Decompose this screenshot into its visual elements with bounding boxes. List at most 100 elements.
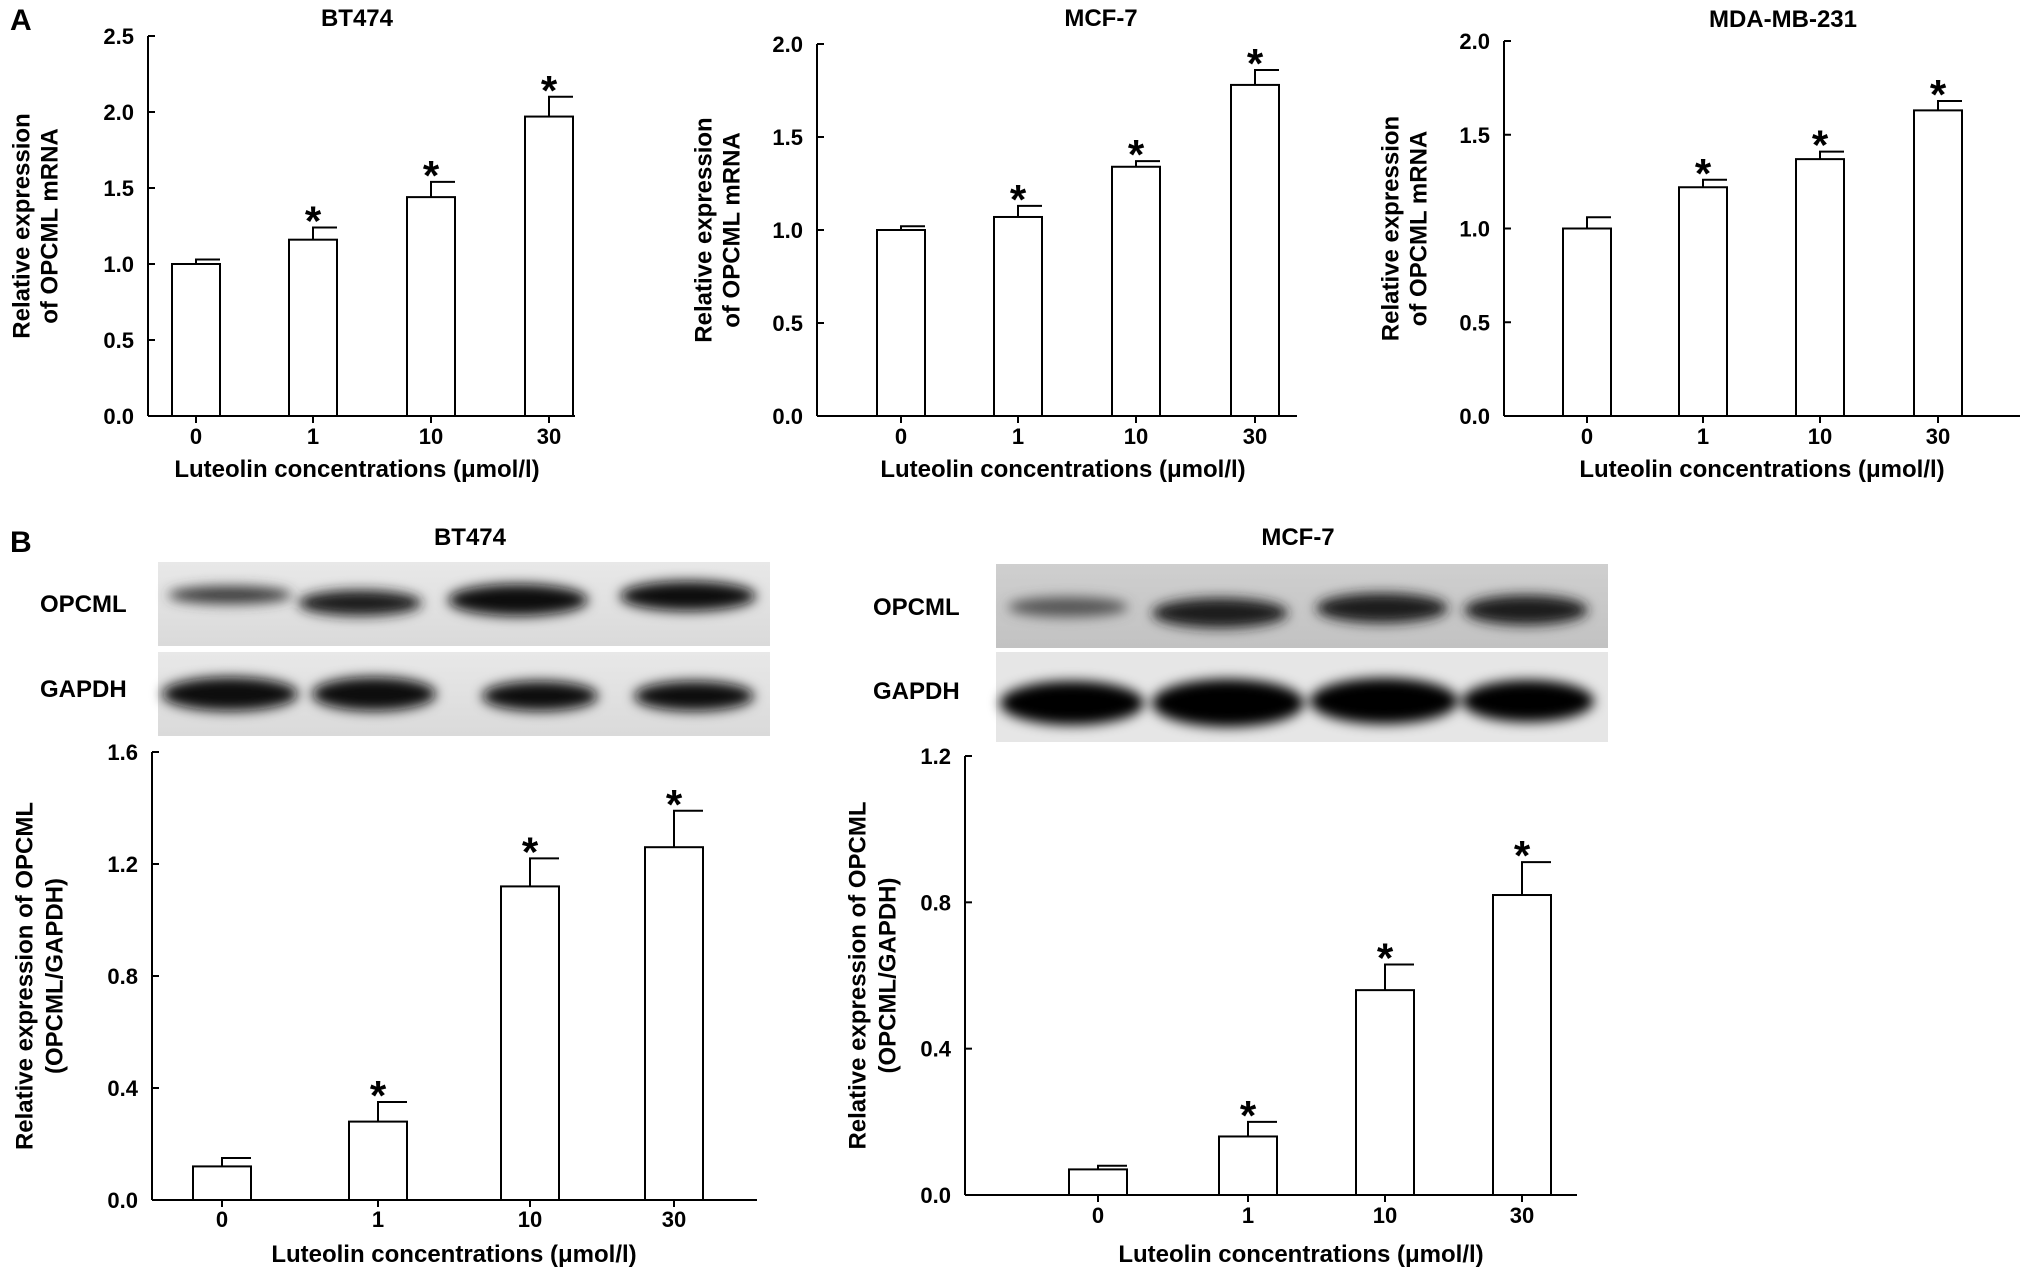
x-axis-label: Luteolin concentrations (μmol/l) [174,456,539,483]
band-gapdh-lane-4 [634,681,754,711]
bar [348,1120,408,1201]
y-axis-label: Relative expression of OPCML [845,801,872,1149]
chart-title: MCF-7 [1064,5,1137,32]
significance-marker: * [1247,40,1264,87]
band-gapdh-lane-3 [1310,678,1458,724]
chart-mcf7-mrna: MCF-7 0.0 0.5 1.0 1.5 2.0 Relative expression o… [691,5,1297,483]
y-axis-label: Relative expression of OPCML [12,802,39,1150]
bar [192,1165,252,1202]
y-tick-label: 1.0 [103,252,134,277]
bar [1795,158,1845,417]
x-tick-label: 1 [1697,424,1709,449]
x-tick-label: 30 [537,424,561,449]
significance-marker: * [1812,122,1829,169]
chart-title: MDA-MB-231 [1709,6,1857,33]
x-tick-label: 10 [1124,424,1148,449]
chart-mcf7-protein: 0.0 0.4 0.8 1.2 Relative expression of OPCML… [845,744,1577,1268]
y-axis-label: of OPCML mRNA [1406,131,1433,327]
significance-marker: * [423,152,440,199]
blot-bands [162,581,756,711]
x-tick-label: 1 [1242,1203,1254,1228]
blot-row-label-opcml: OPCML [873,594,960,621]
chart-bt474-mrna: BT474 0.0 0.5 1.0 1.5 2.0 2.5 Relative expressi… [9,5,575,483]
significance-marker: * [666,781,683,828]
chart-bt474-protein: 0.0 0.4 0.8 1.2 1.6 Relative expression of OP… [12,740,757,1268]
y-tick-label: 1.5 [103,176,134,201]
y-tick-label: 1.2 [107,852,138,877]
x-tick-label: 1 [372,1207,384,1232]
band-opcml-lane-1 [168,586,292,604]
x-axis-label: Luteolin concentrations (μmol/l) [880,456,1245,483]
band-opcml-lane-2 [1152,598,1288,628]
blot-row-label-opcml: OPCML [40,591,127,618]
y-tick-label: 1.5 [1459,123,1490,148]
y-axis-label: (OPCML/GAPDH) [875,878,902,1074]
bar [1218,1135,1278,1197]
x-tick-label: 0 [216,1207,228,1232]
significance-marker: * [1377,935,1394,982]
significance-marker: * [541,67,558,114]
x-tick-label: 0 [1092,1203,1104,1228]
x-axis-label: Luteolin concentrations (μmol/l) [271,1241,636,1268]
chart-mdamb231-mrna: MDA-MB-231 0.0 0.5 1.0 1.5 2.0 Relative expres… [1378,6,2020,483]
x-tick-label: 30 [1926,424,1950,449]
x-tick-label: 0 [895,424,907,449]
x-tick-label: 1 [307,424,319,449]
band-gapdh-lane-4 [1462,680,1594,722]
bar [1068,1168,1128,1197]
y-tick-label: 0.8 [107,964,138,989]
band-gapdh-lane-2 [312,677,436,711]
band-gapdh-lane-2 [1152,679,1304,727]
blot-bt474: BT474 OPCML GAPDH [40,524,770,736]
bar [524,115,574,417]
x-tick-label: 30 [662,1207,686,1232]
x-tick-label: 1 [1012,424,1024,449]
band-opcml-lane-4 [620,581,756,611]
bar [500,885,560,1202]
y-tick-label: 1.2 [920,744,951,769]
y-tick-label: 0.5 [1459,310,1490,335]
x-axis-label: Luteolin concentrations (μmol/l) [1118,1241,1483,1268]
y-tick-label: 1.0 [1459,217,1490,242]
y-tick-label: 0.8 [920,890,951,915]
x-tick-label: 30 [1243,424,1267,449]
band-opcml-lane-1 [1008,597,1128,617]
significance-marker: * [1930,71,1947,118]
band-opcml-lane-3 [448,584,588,616]
x-tick-label: 0 [190,424,202,449]
y-tick-label: 1.0 [772,218,803,243]
significance-marker: * [1514,832,1531,879]
bar [644,846,704,1201]
significance-marker: * [1010,176,1027,223]
blot-title: MCF-7 [1261,524,1334,551]
band-opcml-lane-2 [298,590,422,616]
significance-marker: * [522,828,539,875]
band-gapdh-lane-1 [1000,681,1144,725]
bar [1230,83,1280,417]
y-axis-label: (OPCML/GAPDH) [42,878,69,1074]
x-tick-label: 0 [1581,424,1593,449]
y-axis-label: of OPCML mRNA [719,132,746,328]
y-axis-label: Relative expression [691,117,718,342]
x-tick-label: 10 [518,1207,542,1232]
blot-mcf7: MCF-7 OPCML GAPDH [873,524,1608,742]
y-tick-label: 0.0 [1459,404,1490,429]
y-tick-label: 0.0 [103,404,134,429]
x-tick-label: 10 [419,424,443,449]
y-tick-label: 0.5 [772,311,803,336]
significance-marker: * [370,1072,387,1119]
y-tick-label: 0.4 [107,1076,138,1101]
x-tick-label: 10 [1373,1203,1397,1228]
bar [406,196,456,417]
bar [1678,186,1728,417]
y-tick-label: 2.0 [772,32,803,57]
y-tick-label: 2.0 [1459,29,1490,54]
band-opcml-lane-3 [1316,593,1448,623]
y-tick-label: 0.0 [107,1188,138,1213]
significance-marker: * [1128,131,1145,178]
bar [1913,109,1963,417]
bar [1562,227,1612,417]
y-tick-label: 2.5 [103,24,134,49]
y-axis-label: Relative expression [9,113,36,338]
y-tick-label: 0.0 [920,1183,951,1208]
